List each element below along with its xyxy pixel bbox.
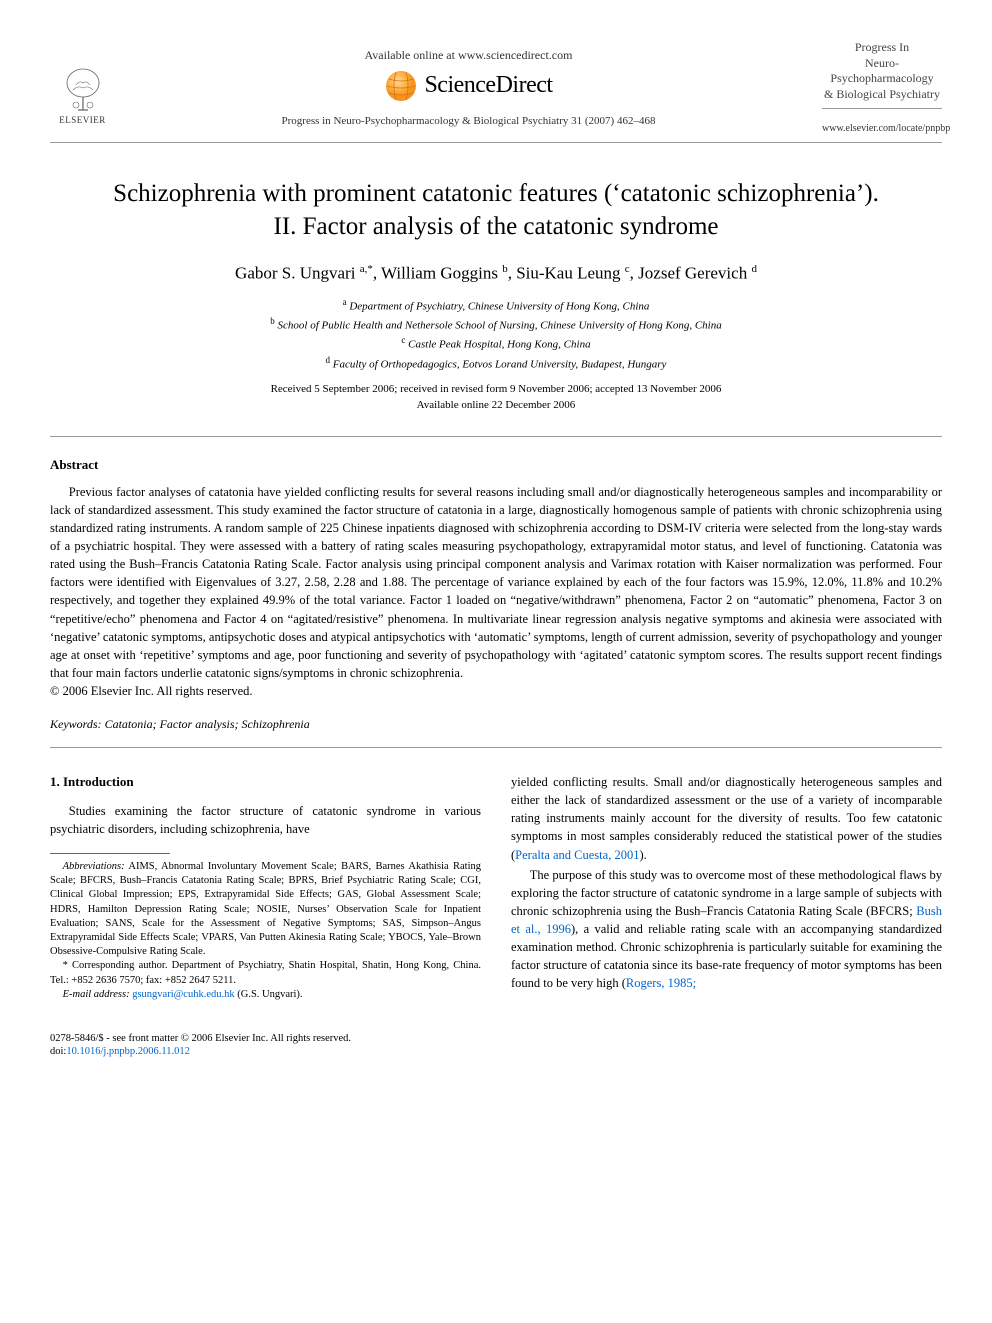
col2-p1-b: ). [639, 848, 646, 862]
ref-rogers-1985[interactable]: Rogers, 1985; [626, 976, 696, 990]
abstract-heading: Abstract [50, 457, 942, 473]
affiliations-block: a Department of Psychiatry, Chinese Univ… [50, 296, 942, 373]
footnote-separator [50, 853, 170, 854]
divider-below-keywords [50, 747, 942, 748]
email-footnote: E-mail address: gsungvari@cuhk.edu.hk (G… [50, 988, 481, 1002]
cover-title-line3: & Biological Psychiatry [822, 87, 942, 103]
column-left: 1. Introduction Studies examining the fa… [50, 773, 481, 1002]
email-link[interactable]: gsungvari@cuhk.edu.hk [132, 989, 234, 1000]
journal-cover-box: Progress In Neuro-Psychopharmacology & B… [822, 40, 942, 134]
col2-para1: yielded conflicting results. Small and/o… [511, 773, 942, 864]
intro-heading: 1. Introduction [50, 773, 481, 792]
abstract-copyright: © 2006 Elsevier Inc. All rights reserved… [50, 684, 942, 699]
published-online-date: Available online 22 December 2006 [50, 399, 942, 411]
abbrev-text: AIMS, Abnormal Involuntary Movement Scal… [50, 861, 481, 957]
doi-link[interactable]: 10.1016/j.pnpbp.2006.11.012 [66, 1046, 190, 1057]
page-footer: 0278-5846/$ - see front matter © 2006 El… [50, 1032, 942, 1059]
journal-citation: Progress in Neuro-Psychopharmacology & B… [115, 115, 822, 127]
body-columns: 1. Introduction Studies examining the fa… [50, 773, 942, 1002]
available-online-text: Available online at www.sciencedirect.co… [115, 48, 822, 63]
footer-doi-line: doi:10.1016/j.pnpbp.2006.11.012 [50, 1045, 351, 1059]
keywords-values: Catatonia; Factor analysis; Schizophreni… [102, 717, 310, 731]
journal-header: ELSEVIER Available online at www.science… [50, 40, 942, 143]
abbreviations-footnote: Abbreviations: AIMS, Abnormal Involuntar… [50, 860, 481, 959]
keywords-label: Keywords: [50, 717, 102, 731]
abbrev-label: Abbreviations: [63, 861, 125, 872]
received-dates: Received 5 September 2006; received in r… [50, 383, 942, 395]
title-line2: II. Factor analysis of the catatonic syn… [274, 213, 719, 240]
keywords-line: Keywords: Catatonia; Factor analysis; Sc… [50, 717, 942, 732]
email-label: E-mail address: [63, 989, 130, 1000]
elsevier-logo: ELSEVIER [50, 50, 115, 125]
footer-issn-line: 0278-5846/$ - see front matter © 2006 El… [50, 1032, 351, 1046]
sciencedirect-logo: ScienceDirect [115, 69, 822, 103]
col2-p2-b: ), a valid and reliable rating scale wit… [511, 922, 942, 990]
cover-title-line1: Progress In [822, 40, 942, 56]
sciencedirect-wordmark: ScienceDirect [424, 72, 552, 99]
title-line1: Schizophrenia with prominent catatonic f… [113, 180, 879, 207]
intro-para1: Studies examining the factor structure o… [50, 802, 481, 838]
authors-line: Gabor S. Ungvari a,*, William Goggins b,… [50, 263, 942, 284]
article-title: Schizophrenia with prominent catatonic f… [80, 178, 912, 243]
elsevier-wordmark: ELSEVIER [59, 115, 106, 125]
header-center: Available online at www.sciencedirect.co… [115, 48, 822, 127]
abstract-body: Previous factor analyses of catatonia ha… [50, 483, 942, 682]
sciencedirect-ball-icon [384, 69, 418, 103]
footer-left: 0278-5846/$ - see front matter © 2006 El… [50, 1032, 351, 1059]
doi-label: doi: [50, 1046, 66, 1057]
cover-title-line2: Neuro-Psychopharmacology [822, 56, 942, 87]
divider-above-abstract [50, 436, 942, 437]
corresponding-author-footnote: * Corresponding author. Department of Ps… [50, 959, 481, 987]
email-tail: (G.S. Ungvari). [235, 989, 303, 1000]
col2-p2-a: The purpose of this study was to overcom… [511, 868, 942, 918]
elsevier-tree-icon [58, 65, 108, 115]
locate-url: www.elsevier.com/locate/pnpbp [822, 123, 942, 134]
col2-para2: The purpose of this study was to overcom… [511, 866, 942, 993]
column-right: yielded conflicting results. Small and/o… [511, 773, 942, 1002]
ref-peralta-cuesta-2001[interactable]: Peralta and Cuesta, 2001 [515, 848, 639, 862]
